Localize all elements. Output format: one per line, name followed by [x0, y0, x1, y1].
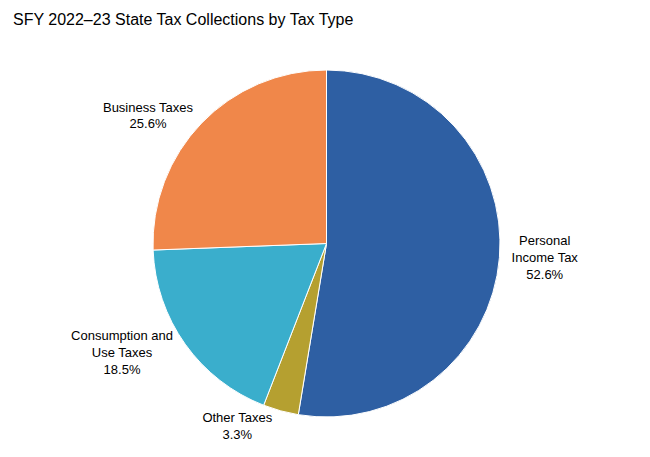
svg-text:Other Taxes3.3%: Other Taxes3.3%: [202, 410, 272, 442]
svg-text:SFY 2022–23 State Tax Collecti: SFY 2022–23 State Tax Collections by Tax…: [13, 11, 353, 28]
svg-text:PersonalIncome Tax52.6%: PersonalIncome Tax52.6%: [512, 233, 579, 282]
svg-text:Consumption andUse Taxes18.5%: Consumption andUse Taxes18.5%: [71, 328, 173, 377]
svg-text:Business Taxes25.6%: Business Taxes25.6%: [103, 100, 194, 132]
